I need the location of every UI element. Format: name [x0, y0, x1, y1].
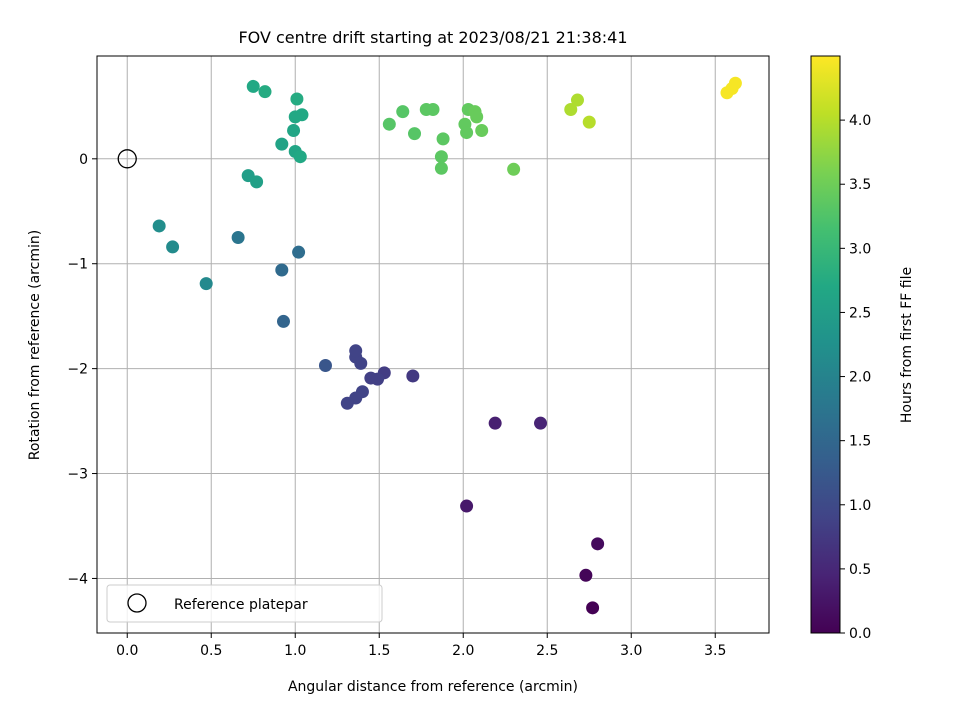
data-point [470, 110, 484, 124]
chart-title: FOV centre drift starting at 2023/08/21 … [238, 28, 627, 47]
data-point [290, 92, 304, 106]
x-tick-label: 3.5 [704, 643, 726, 659]
data-point [434, 150, 448, 164]
colorbar-tick-label: 2.5 [849, 305, 871, 321]
data-point [564, 103, 578, 117]
colorbar-tick-label: 0.5 [849, 562, 871, 578]
data-point [534, 416, 548, 430]
data-point [475, 123, 489, 137]
x-tick-label: 3.0 [620, 643, 642, 659]
data-point [406, 369, 420, 383]
data-point [460, 499, 474, 513]
data-point [364, 371, 378, 385]
data-points [152, 76, 742, 615]
colorbar: 0.0 0.5 1.0 1.5 2.0 2.5 3.0 3.5 4.0 Hours from f… [810, 55, 915, 642]
data-point [293, 150, 307, 164]
x-tick-label: 2.0 [452, 643, 474, 659]
data-point [586, 601, 600, 615]
colorbar-gradient [811, 56, 840, 633]
colorbar-tick-label: 4.0 [849, 113, 871, 129]
legend-box [106, 584, 383, 623]
reference-marker-group [117, 149, 137, 169]
data-point [382, 117, 396, 131]
x-tick-label: 1.5 [368, 643, 390, 659]
data-point [340, 396, 354, 410]
data-point [396, 105, 410, 119]
y-axis-ticks: 0 −1 −2 −3 −4 [67, 152, 97, 587]
data-point [579, 568, 593, 582]
colorbar-tick-label: 2.0 [849, 370, 871, 386]
data-point [166, 240, 180, 254]
data-point [318, 358, 332, 372]
data-point [460, 126, 474, 140]
y-tick-label: −3 [67, 467, 88, 483]
data-point [570, 93, 584, 107]
colorbar-tick-label: 3.0 [849, 241, 871, 257]
x-tick-label: 1.0 [284, 643, 306, 659]
y-tick-label: −2 [67, 362, 88, 378]
x-tick-label: 0.5 [200, 643, 222, 659]
data-point [276, 314, 290, 328]
data-point [436, 132, 450, 146]
colorbar-ticks: 0.0 0.5 1.0 1.5 2.0 2.5 3.0 3.5 4.0 [840, 113, 871, 642]
data-point [275, 137, 289, 151]
y-tick-label: 0 [79, 152, 88, 168]
legend-marker-icon [127, 593, 147, 613]
x-tick-label: 2.5 [536, 643, 558, 659]
colorbar-tick-label: 0.0 [849, 626, 871, 642]
data-point [231, 230, 245, 244]
x-tick-label: 0.0 [116, 643, 138, 659]
reference-platepar-marker [117, 149, 137, 169]
data-point [199, 277, 213, 291]
plot-frame [96, 55, 770, 634]
legend: Reference platepar [106, 584, 383, 623]
colorbar-tick-label: 1.5 [849, 434, 871, 450]
data-point [295, 108, 309, 122]
x-axis-ticks: 0.0 0.5 1.0 1.5 2.0 2.5 3.0 3.5 [116, 633, 726, 659]
colorbar-label: Hours from first FF file [899, 267, 915, 423]
data-point [287, 123, 301, 137]
y-axis-label: Rotation from reference (arcmin) [27, 230, 43, 460]
data-point [728, 76, 742, 90]
data-point [152, 219, 166, 233]
data-point [426, 103, 440, 117]
data-point [591, 537, 605, 551]
legend-label: Reference platepar [174, 597, 308, 613]
y-tick-label: −4 [67, 571, 88, 587]
data-point [507, 162, 521, 176]
colorbar-frame [810, 55, 841, 634]
data-point [349, 344, 363, 358]
data-point [258, 85, 272, 99]
data-point [250, 175, 264, 189]
data-point [292, 245, 306, 259]
data-point [275, 263, 289, 277]
data-point [246, 79, 260, 93]
y-tick-label: −1 [67, 257, 88, 273]
grid [97, 56, 769, 633]
colorbar-tick-label: 1.0 [849, 498, 871, 514]
data-point [408, 127, 422, 141]
x-axis-label: Angular distance from reference (arcmin) [288, 679, 578, 695]
data-point [488, 416, 502, 430]
data-point [582, 115, 596, 129]
colorbar-tick-label: 3.5 [849, 177, 871, 193]
data-point [434, 161, 448, 175]
